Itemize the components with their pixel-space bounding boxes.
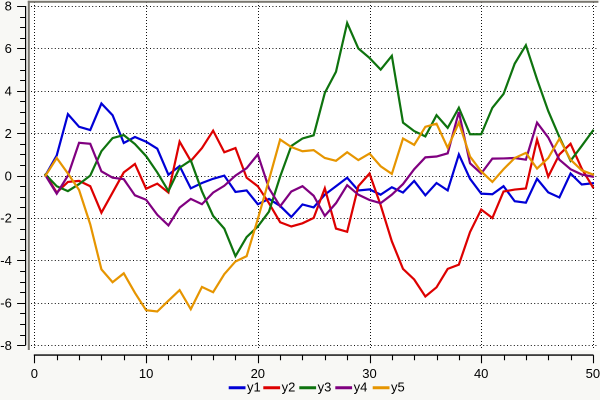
svg-text:-2: -2 bbox=[0, 211, 12, 226]
svg-text:y4: y4 bbox=[354, 379, 368, 394]
svg-text:0: 0 bbox=[31, 366, 38, 381]
svg-text:-8: -8 bbox=[0, 338, 12, 353]
svg-text:4: 4 bbox=[5, 84, 12, 99]
svg-text:y2: y2 bbox=[282, 379, 296, 394]
svg-text:y1: y1 bbox=[247, 379, 261, 394]
svg-text:y3: y3 bbox=[318, 379, 332, 394]
svg-text:50: 50 bbox=[586, 366, 600, 381]
svg-text:30: 30 bbox=[362, 366, 376, 381]
svg-text:-4: -4 bbox=[0, 253, 12, 268]
svg-text:-6: -6 bbox=[0, 296, 12, 311]
svg-text:6: 6 bbox=[5, 41, 12, 56]
svg-text:8: 8 bbox=[5, 0, 12, 14]
svg-text:0: 0 bbox=[5, 168, 12, 183]
svg-text:10: 10 bbox=[139, 366, 153, 381]
svg-text:2: 2 bbox=[5, 126, 12, 141]
svg-text:40: 40 bbox=[474, 366, 488, 381]
svg-text:y5: y5 bbox=[391, 379, 405, 394]
svg-text:20: 20 bbox=[251, 366, 265, 381]
